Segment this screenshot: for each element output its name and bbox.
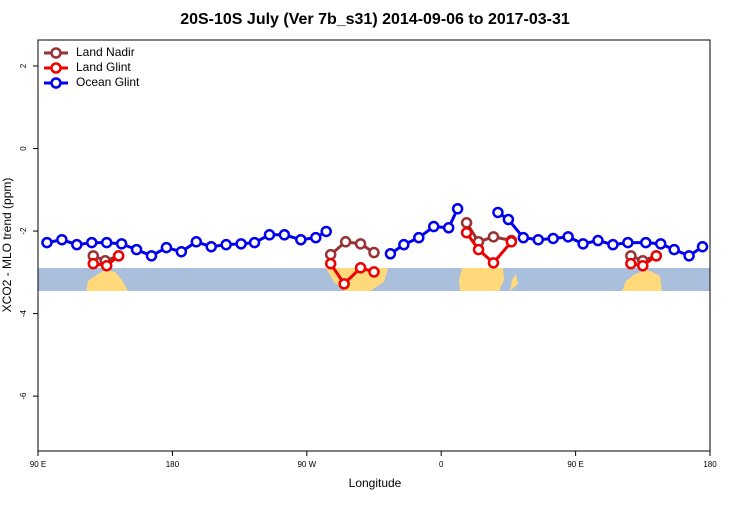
x-tick-label: 90 E <box>567 460 583 469</box>
point <box>354 238 367 250</box>
point <box>86 236 98 249</box>
point <box>505 236 518 248</box>
point <box>339 236 352 248</box>
land-australia-2 <box>622 270 662 291</box>
point <box>460 226 473 239</box>
point <box>263 229 276 241</box>
legend-label: Ocean Glint <box>76 75 140 89</box>
point <box>592 234 604 247</box>
legend-marker <box>50 77 62 89</box>
point <box>248 236 261 249</box>
point <box>190 236 203 248</box>
point <box>100 236 113 249</box>
point <box>517 231 530 244</box>
legend-label: Land Glint <box>76 60 131 74</box>
x-tick-label: 90 E <box>30 460 46 469</box>
point <box>368 246 380 259</box>
point <box>368 266 380 278</box>
y-tick-label: 2 <box>19 63 28 68</box>
x-tick-label: 180 <box>166 460 180 469</box>
point <box>112 250 125 262</box>
point <box>654 238 667 250</box>
x-tick-label: 180 <box>703 460 717 469</box>
y-tick-label: -4 <box>19 309 28 317</box>
point <box>487 257 500 269</box>
point <box>487 231 500 243</box>
point <box>145 250 158 262</box>
y-tick-label: -6 <box>19 392 28 400</box>
point <box>547 232 559 245</box>
legend-marker <box>50 47 62 59</box>
point <box>492 206 504 219</box>
point <box>130 243 143 256</box>
point <box>668 243 680 256</box>
point <box>100 259 113 272</box>
point <box>398 238 410 251</box>
x-tick-label: 0 <box>439 460 444 469</box>
point <box>683 250 695 262</box>
point <box>625 257 637 270</box>
point <box>338 278 350 290</box>
point <box>160 241 173 254</box>
point <box>320 225 332 238</box>
point <box>220 238 232 251</box>
point <box>175 245 188 258</box>
point <box>384 248 397 260</box>
point <box>427 220 440 233</box>
x-axis-label: Longitude <box>349 476 402 490</box>
point <box>502 213 515 226</box>
legend-marker <box>50 62 62 74</box>
point <box>71 238 83 251</box>
point <box>56 233 68 246</box>
point <box>640 236 652 249</box>
point <box>278 229 291 241</box>
point <box>650 250 662 262</box>
point <box>460 217 473 229</box>
point <box>205 240 217 253</box>
point <box>532 233 545 246</box>
map-strip <box>38 268 710 291</box>
legend-label: Land Nadir <box>76 45 135 59</box>
point <box>354 262 367 274</box>
point <box>622 236 634 249</box>
point <box>295 233 307 246</box>
y-tick-label: -2 <box>19 227 28 235</box>
point <box>442 222 455 234</box>
point <box>451 203 464 215</box>
point <box>696 240 709 253</box>
land-australia <box>86 270 128 291</box>
point <box>115 238 128 250</box>
point <box>235 238 247 250</box>
point <box>324 248 337 261</box>
land-madagascar <box>510 274 518 291</box>
point <box>472 243 485 256</box>
plot-frame <box>37 39 711 452</box>
point <box>637 259 649 272</box>
point <box>607 238 619 251</box>
x-tick-label: 90 W <box>297 460 316 469</box>
point <box>310 231 322 244</box>
chart-title: 20S-10S July (Ver 7b_s31) 2014-09-06 to … <box>180 11 570 28</box>
point <box>577 238 589 250</box>
point <box>324 257 337 270</box>
point <box>87 257 100 270</box>
point <box>41 236 53 249</box>
point <box>562 231 574 243</box>
point <box>413 231 425 244</box>
land-africa <box>459 268 504 291</box>
y-axis-label: XCO2 - MLO trend (ppm) <box>0 178 14 313</box>
y-tick-label: 0 <box>19 146 28 151</box>
